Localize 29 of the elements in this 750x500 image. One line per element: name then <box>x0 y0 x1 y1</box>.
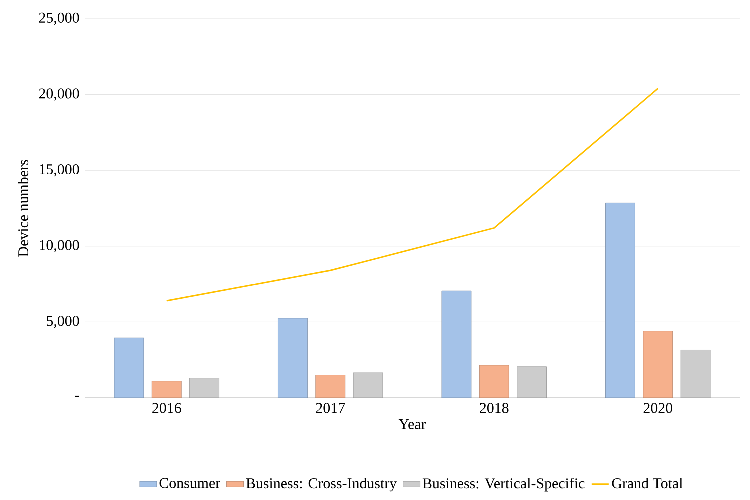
bar <box>479 365 510 398</box>
legend-label: Business: Cross-Industry <box>246 478 398 492</box>
x-tick-label: 2018 <box>480 403 509 414</box>
y-tick-label: 15,000 <box>40 164 80 177</box>
y-tick-label: 20,000 <box>39 88 80 101</box>
bar <box>152 381 182 398</box>
y-axis-title: Device numbers <box>18 160 29 257</box>
y-tick-label: 5,000 <box>47 316 80 328</box>
bar <box>278 318 308 398</box>
x-tick-label: 2016 <box>152 403 182 414</box>
bar <box>114 338 144 398</box>
y-tick-label: 10,000 <box>40 240 80 253</box>
line-series <box>166 88 659 302</box>
x-tick-label: 2017 <box>316 403 346 414</box>
bar <box>353 372 384 398</box>
y-tick-label: - <box>75 396 80 398</box>
legend-label: Consumer <box>160 478 220 488</box>
bar <box>680 350 711 398</box>
bar <box>442 290 472 398</box>
y-tick-label: 25,000 <box>39 12 80 26</box>
legend-label: Grand Total <box>612 478 683 489</box>
bar <box>190 378 220 398</box>
bar <box>643 331 674 398</box>
bar <box>316 375 346 398</box>
bar <box>606 202 636 398</box>
x-axis-title: Year <box>398 419 426 430</box>
bar <box>517 366 547 398</box>
x-tick-label: 2020 <box>644 403 673 414</box>
legend-label: Business: Vertical-Specific <box>422 478 585 492</box>
